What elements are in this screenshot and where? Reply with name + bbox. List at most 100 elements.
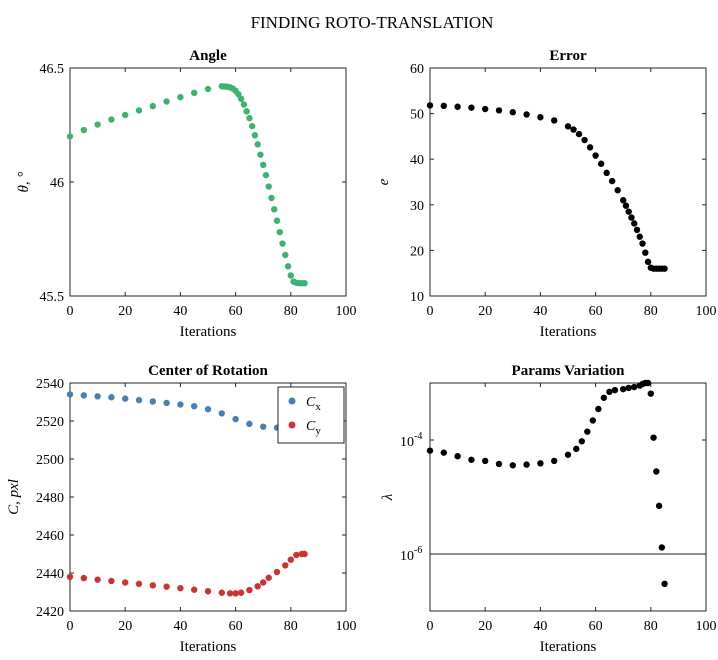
x-tick-label: 80 (284, 304, 298, 319)
x-tick-label: 60 (229, 619, 243, 634)
data-point (564, 451, 572, 458)
x-tick-label: 100 (336, 304, 357, 319)
data-point (655, 502, 663, 510)
x-tick-label: 0 (427, 619, 434, 634)
data-point (301, 280, 308, 287)
data-point (426, 102, 434, 109)
data-point (606, 388, 613, 396)
data-point (293, 551, 300, 559)
data-point (644, 379, 652, 387)
y-tick-label: 2500 (36, 453, 64, 468)
data-point (581, 136, 588, 144)
y-tick-label: 2540 (36, 377, 64, 392)
y-tick-label: 2480 (36, 491, 64, 506)
data-point (642, 249, 649, 256)
data-point (523, 461, 530, 468)
data-point (135, 580, 143, 588)
data-point (66, 573, 74, 580)
data-point (94, 393, 101, 400)
data-point (149, 582, 156, 589)
legend: Cx Cy (277, 386, 345, 444)
data-point (564, 123, 572, 130)
data-point (163, 583, 170, 590)
x-tick-label: 60 (589, 619, 603, 634)
data-point (614, 187, 621, 194)
data-point (589, 417, 597, 424)
data-point (625, 384, 632, 392)
data-point (625, 208, 632, 215)
chart-title: Error (549, 48, 587, 64)
data-point (482, 457, 489, 465)
chart-panel-4: Params Variation 0 20 40 60 80 100 Iterations 10… (380, 363, 717, 655)
data-point (262, 171, 270, 179)
data-point (509, 462, 516, 469)
data-point (537, 460, 544, 467)
data-point (254, 583, 261, 590)
x-axis-label: Iterations (540, 324, 597, 340)
data-point (595, 405, 602, 413)
y-tick-label: 20 (410, 244, 424, 259)
data-point (260, 161, 267, 169)
y-tick-label: 2420 (36, 605, 64, 620)
data-point (454, 452, 461, 460)
data-point (661, 580, 668, 588)
data-point (246, 586, 253, 594)
data-point (243, 108, 250, 115)
x-tick-label: 80 (644, 304, 658, 319)
x-tick-label: 60 (589, 304, 603, 319)
data-point (257, 151, 264, 158)
data-point (260, 423, 267, 430)
data-point (620, 385, 627, 393)
y-tick-label: 45.5 (40, 290, 65, 305)
data-point (468, 104, 475, 111)
x-tick-label: 20 (118, 619, 132, 634)
data-point (268, 194, 275, 202)
data-point (149, 398, 156, 405)
chart-title: Center of Rotation (148, 363, 268, 379)
figure-title: FINDING ROTO-TRANSLATION (251, 13, 494, 32)
x-axis-label: Iterations (540, 639, 597, 655)
data-point (163, 98, 170, 105)
data-point (287, 272, 294, 279)
y-tick-label: 30 (410, 199, 424, 214)
y-tick-label: 2460 (36, 529, 64, 544)
y-axis-label: C, pxl (6, 479, 22, 515)
data-point (237, 589, 245, 596)
data-point (232, 415, 239, 423)
data-point (287, 556, 294, 563)
data-point (191, 586, 198, 593)
x-axis-label: Iterations (180, 639, 237, 655)
data-point (66, 391, 74, 398)
y-axis-label: θ, ° (16, 172, 32, 193)
series-1 (66, 83, 308, 287)
data-point (633, 226, 641, 234)
x-tick-label: 100 (696, 304, 717, 319)
data-point (653, 468, 660, 475)
data-point (495, 460, 503, 468)
axes-box (69, 67, 347, 297)
data-point (177, 585, 184, 592)
data-point (108, 577, 115, 585)
x-tick-label: 40 (173, 619, 187, 634)
data-point (163, 399, 170, 407)
y-tick-label: 50 (410, 108, 424, 123)
data-point (440, 102, 447, 110)
y-axis-label: λ (380, 493, 396, 501)
data-point (586, 144, 594, 151)
data-point (468, 456, 475, 463)
legend-marker (288, 421, 296, 429)
legend-entry: Cy (306, 419, 321, 437)
data-point (94, 121, 101, 128)
data-point (135, 396, 143, 404)
data-point (631, 383, 638, 391)
data-point (122, 111, 129, 119)
data-point (495, 107, 503, 114)
data-point (246, 420, 253, 428)
x-tick-label: 100 (336, 619, 357, 634)
x-tick-label: 40 (533, 304, 547, 319)
data-point (636, 233, 643, 240)
data-point (282, 251, 289, 259)
data-point (66, 133, 74, 140)
data-point (80, 392, 88, 399)
